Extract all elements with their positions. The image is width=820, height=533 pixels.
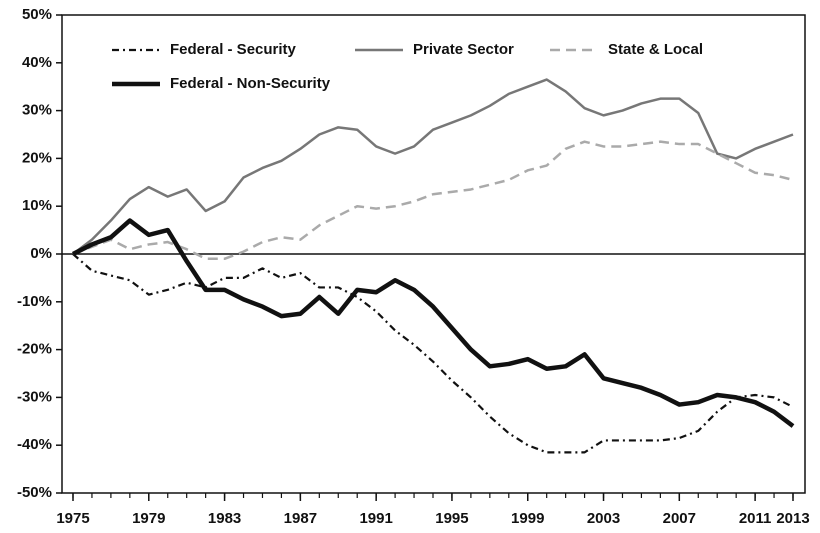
series-line: [72, 140, 794, 261]
series-line: [72, 78, 794, 255]
y-tick-label: 40%: [22, 54, 52, 71]
x-tick-label: 2007: [663, 510, 696, 527]
x-tick-label: 2011: [739, 510, 772, 527]
x-tick-label: 1987: [284, 510, 317, 527]
x-tick-label: 1975: [56, 510, 89, 527]
x-tick-label: 1983: [208, 510, 241, 527]
y-tick-label: -40%: [17, 436, 52, 453]
y-tick-label: 50%: [22, 6, 52, 23]
x-tick-label: 1995: [435, 510, 468, 527]
y-tick-label: -20%: [17, 341, 52, 358]
series-line: [72, 253, 794, 454]
series-line: [71, 218, 795, 428]
y-tick-label: 0%: [30, 245, 52, 262]
x-tick-label: 2013: [776, 510, 809, 527]
y-tick-label: -30%: [17, 388, 52, 405]
y-tick-label: 10%: [22, 197, 52, 214]
y-tick-label: -50%: [17, 484, 52, 501]
x-tick-label: 1991: [359, 510, 392, 527]
y-tick-label: 20%: [22, 149, 52, 166]
x-tick-label: 1999: [511, 510, 544, 527]
x-tick-label: 2003: [587, 510, 620, 527]
legend-label: Federal - Non-Security: [170, 75, 331, 92]
legend-label: Private Sector: [413, 41, 514, 58]
legend-label: Federal - Security: [170, 41, 297, 58]
y-tick-label: -10%: [17, 293, 52, 310]
legend-label: State & Local: [608, 41, 703, 58]
x-tick-label: 1979: [132, 510, 165, 527]
y-tick-label: 30%: [22, 102, 52, 119]
